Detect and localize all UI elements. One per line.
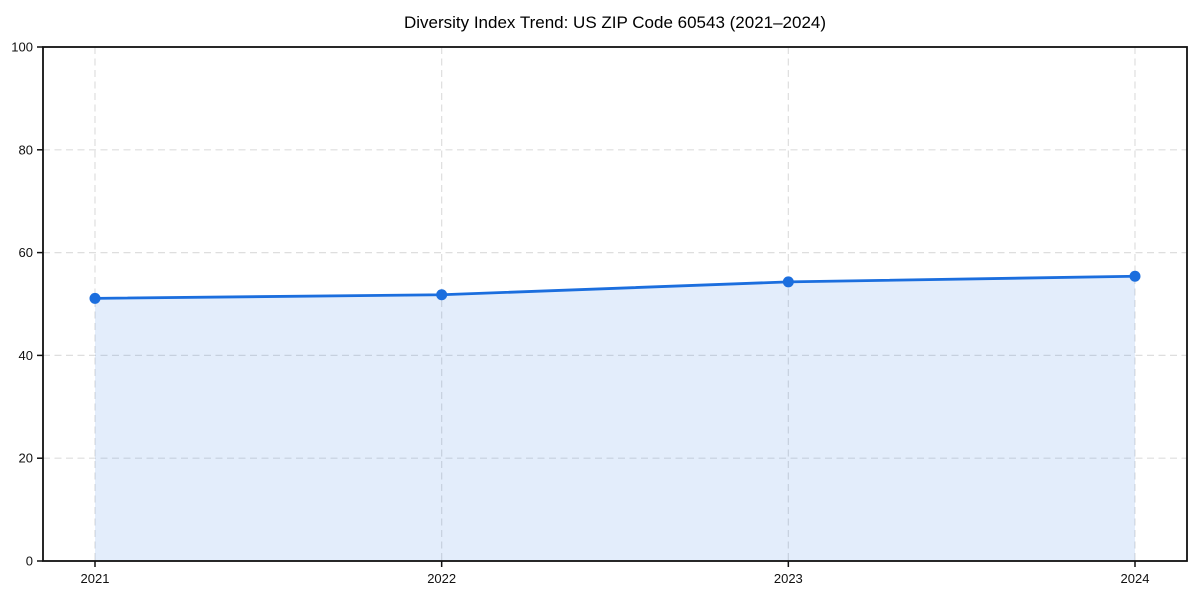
data-point-marker [436, 289, 448, 301]
trend-line [93, 274, 1137, 300]
area-fill [95, 276, 1135, 561]
x-tick-label: 2024 [1121, 571, 1150, 586]
x-tick-label: 2023 [774, 571, 803, 586]
x-tick-label: 2022 [427, 571, 456, 586]
data-point-marker [782, 276, 794, 288]
x-tick-label: 2021 [81, 571, 110, 586]
y-tick-label: 40 [19, 348, 33, 363]
y-tick-label: 20 [19, 451, 33, 466]
y-tick-label: 60 [19, 245, 33, 260]
grid-layer [43, 47, 1187, 561]
data-point-marker [89, 292, 101, 304]
y-tick-label: 0 [26, 554, 33, 569]
axis-layer: 0 20 40 60 80 100 2021 2022 2023 2024 [11, 40, 1188, 586]
series-layer [89, 270, 1141, 561]
y-tick-label: 80 [19, 142, 33, 157]
data-point-marker [1129, 270, 1141, 282]
chart-title: Diversity Index Trend: US ZIP Code 60543… [404, 13, 826, 32]
y-tick-label: 100 [11, 40, 33, 55]
axis-spine [42, 46, 1188, 562]
